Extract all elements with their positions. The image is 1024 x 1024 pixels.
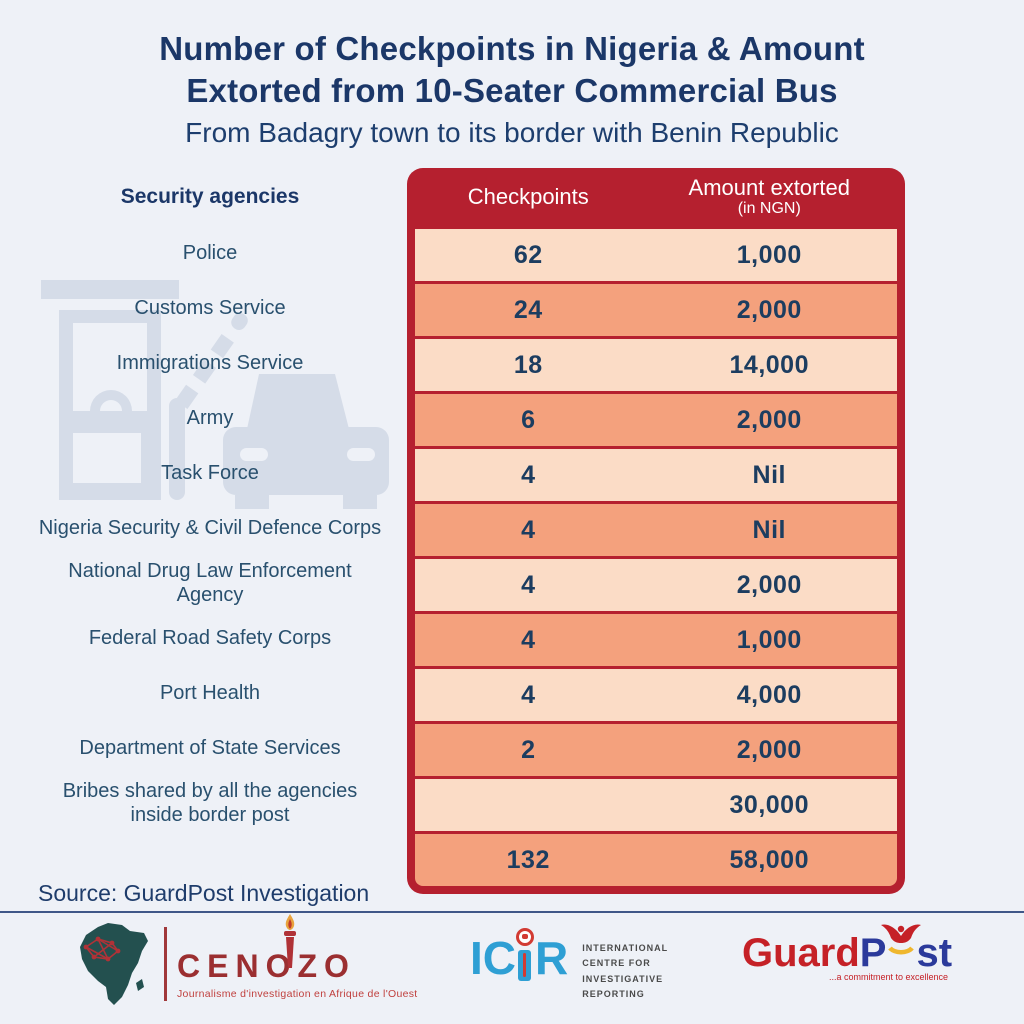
icir-wordmark: IC R <box>470 928 568 981</box>
footer-divider-line <box>0 911 1024 913</box>
car-wheel-right <box>343 495 377 509</box>
table-row-customs: 24 2,000 <box>415 284 897 336</box>
agency-label-dss: Department of State Services <box>79 736 341 759</box>
agency-label-total <box>14 831 406 886</box>
car-headlight-left <box>240 448 268 461</box>
agency-label-nscdc: Nigeria Security & Civil Defence Corps <box>38 516 382 539</box>
amount-column-header: Amount extorted (in NGN) <box>688 175 850 218</box>
africa-map-icon <box>80 923 148 1005</box>
checkpoint-illustration <box>41 280 389 509</box>
rocket-stem-icon <box>518 950 531 981</box>
barrier-pole <box>169 398 185 500</box>
table-row-dss: 2 2,000 <box>415 724 897 776</box>
car-wheel-left <box>235 495 269 509</box>
table-row-ndlea: 4 2,000 <box>415 559 897 611</box>
cenozo-name: CENOZO <box>177 948 356 984</box>
globe-dot-icon <box>516 928 534 946</box>
page-title-line-2: Extorted from 10-Seater Commercial Bus <box>186 72 838 110</box>
agency-label-ndlea: National Drug Law Enforcement Agency <box>68 559 352 606</box>
table-row-port-health: 4 4,000 <box>415 669 897 721</box>
agency-label-bribes-shared: Bribes shared by all the agencies inside… <box>62 779 358 826</box>
source-attribution: Source: GuardPost Investigation <box>38 880 370 906</box>
booth-window-lower <box>73 433 141 483</box>
table-row-total: 132 58,000 <box>415 834 897 886</box>
checkpoints-table: Checkpoints Amount extorted (in NGN) 62 … <box>407 168 905 894</box>
table-row-bribes-shared: 30,000 <box>415 779 897 831</box>
icir-logo: IC R INTERNATIONAL CENTRE FOR INVESTIGAT… <box>470 928 669 1002</box>
agency-label-task-force: Task Force <box>161 461 259 484</box>
agency-label-customs: Customs Service <box>134 296 286 319</box>
agency-label-police: Police <box>182 241 238 264</box>
table-row-police: 62 1,000 <box>415 229 897 281</box>
table-row-army: 6 2,000 <box>415 394 897 446</box>
checkpoints-column-header: Checkpoints <box>467 184 589 209</box>
cenozo-tagline: Journalisme d'investigation en Afrique d… <box>177 988 418 1000</box>
agency-label-frsc: Federal Road Safety Corps <box>88 626 332 649</box>
table-header-row: Checkpoints Amount extorted (in NGN) <box>415 168 897 226</box>
barrier-arm-icon <box>175 313 248 409</box>
icir-description: INTERNATIONAL CENTRE FOR INVESTIGATIVE R… <box>582 943 669 999</box>
booth-roof <box>41 280 179 299</box>
agency-label-army: Army <box>186 406 234 429</box>
title-block: Number of Checkpoints in Nigeria & Amoun… <box>0 28 1024 149</box>
car-body <box>223 427 389 495</box>
footer-logos: CENOZO Journalisme d'investigation en Af… <box>0 913 1024 1024</box>
page-subtitle: From Badagry town to its border with Ben… <box>185 117 839 149</box>
torch-icon <box>284 914 296 968</box>
table-row-frsc: 4 1,000 <box>415 614 897 666</box>
car-headlight-right <box>347 448 375 461</box>
cenozo-logo: CENOZO Journalisme d'investigation en Af… <box>78 914 418 1007</box>
table-row-task-force: 4 Nil <box>415 449 897 501</box>
table-row-immigrations: 18 14,000 <box>415 339 897 391</box>
cenozo-logo-divider <box>164 927 167 1001</box>
agency-label-immigrations: Immigrations Service <box>116 351 304 374</box>
cenozo-wordmark: CENOZO Journalisme d'investigation en Af… <box>177 914 418 1000</box>
guardpost-wordmark: GuardP st <box>742 924 952 976</box>
agency-label-port-health: Port Health <box>159 681 261 704</box>
car-cabin <box>247 374 349 429</box>
guardpost-tagline: ...a commitment to excellence <box>829 972 949 982</box>
eagle-icon <box>881 924 922 966</box>
agency-labels-column: Security agencies Police Customs Service… <box>14 168 406 886</box>
agencies-column-header: Security agencies <box>120 185 300 208</box>
page-title-line-1: Number of Checkpoints in Nigeria & Amoun… <box>159 30 865 67</box>
amount-column-subheader: (in NGN) <box>737 200 801 218</box>
icir-i-glyph <box>516 928 534 981</box>
guardpost-logo: GuardP st ...a commitment to excellence <box>742 924 952 982</box>
table-row-nscdc: 4 Nil <box>415 504 897 556</box>
